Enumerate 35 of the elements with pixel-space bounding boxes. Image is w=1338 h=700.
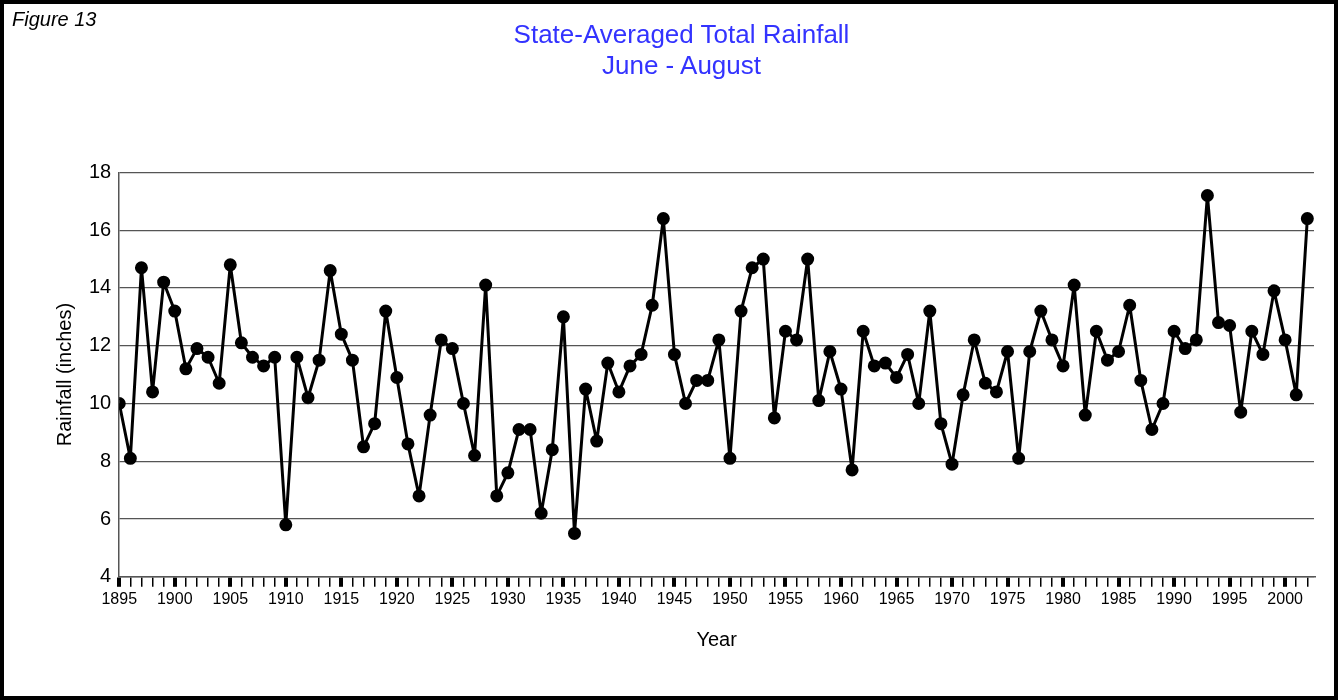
x-tick-label: 1950	[712, 589, 748, 607]
x-tick-label: 1920	[379, 589, 415, 607]
x-tick-label: 1900	[156, 589, 193, 607]
y-tick-label: 18	[89, 159, 112, 182]
x-tick-label: 1955	[767, 589, 804, 607]
y-tick-label: 4	[100, 564, 112, 587]
x-tick-label: 1940	[601, 589, 637, 607]
y-tick-label: 12	[89, 333, 112, 356]
x-tick-label: 1915	[323, 589, 360, 607]
y-tick-label: 8	[100, 448, 112, 471]
x-tick-label: 1925	[434, 589, 471, 607]
x-tick-label: 2000	[1267, 589, 1304, 607]
x-tick-label: 1905	[212, 589, 249, 607]
x-tick-label: 1990	[1156, 589, 1192, 607]
x-tick-label: 1935	[545, 589, 582, 607]
y-tick-label: 14	[89, 275, 112, 298]
x-tick-label: 1965	[878, 589, 915, 607]
x-tick-label: 1960	[823, 589, 859, 607]
x-tick-label: 1930	[490, 589, 526, 607]
x-tick-label: 1975	[989, 589, 1026, 607]
y-tick-label: 6	[100, 506, 112, 529]
chart-subtitle: June - August	[602, 49, 762, 80]
x-tick-label: 1945	[656, 589, 693, 607]
x-tick-label: 1995	[1211, 589, 1248, 607]
y-axis-title: Rainfall (inches)	[52, 302, 75, 447]
x-tick-label: 1970	[934, 589, 970, 607]
caption: Figure 13	[12, 8, 97, 31]
x-tick-label: 1895	[101, 589, 138, 607]
y-tick-label: 16	[89, 217, 112, 240]
x-tick-label: 1985	[1100, 589, 1137, 607]
y-tick-label: 10	[89, 391, 112, 413]
x-axis-title: Year	[696, 627, 738, 650]
x-tick-label: 1910	[268, 589, 304, 607]
x-tick-label: 1980	[1045, 589, 1081, 607]
chart-title: State-Averaged Total Rainfall	[513, 18, 850, 49]
